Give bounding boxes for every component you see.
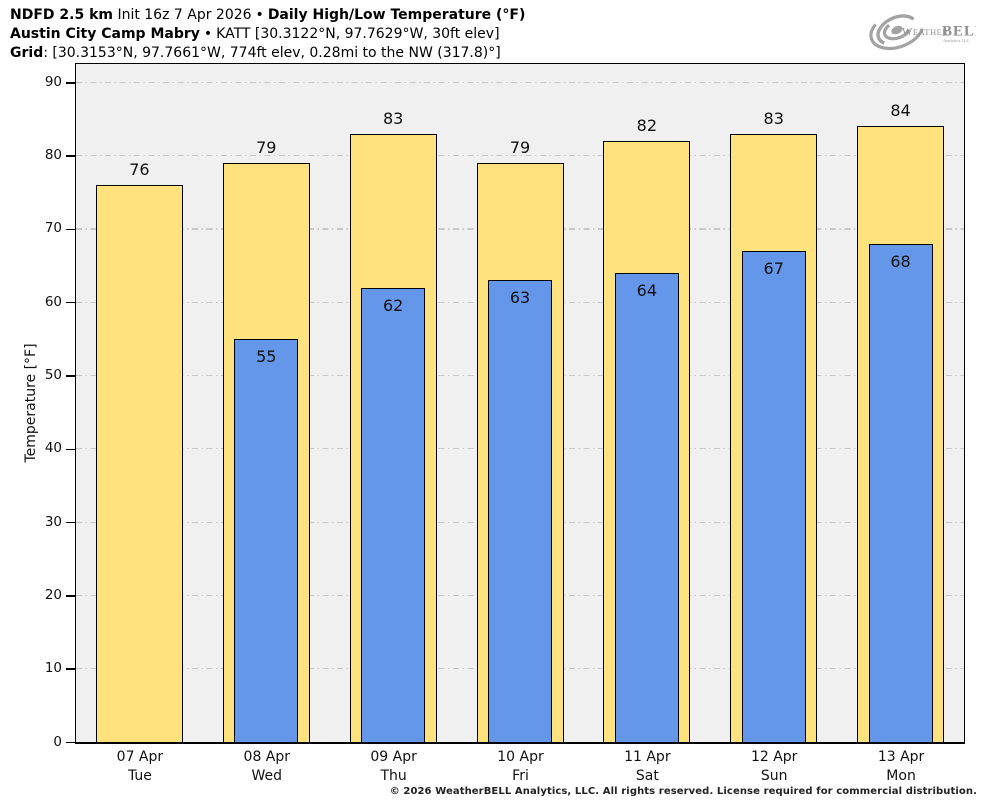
x-label-day: Thu [380, 768, 407, 784]
x-label-day: Sat [635, 768, 659, 784]
x-axis-label: 10 Apr Fri [461, 748, 581, 786]
init-time: Init 16z 7 Apr 2026 [117, 7, 252, 23]
y-tick-label-10: 10 [44, 660, 62, 677]
x-axis-label: 07 Apr Tue [80, 748, 200, 786]
hurricane-swirl-icon [869, 9, 925, 51]
low-temp-bar [614, 272, 679, 742]
y-tick-mark-0 [66, 741, 75, 744]
x-label-day: Mon [886, 768, 916, 784]
x-label-date: 10 Apr [497, 749, 544, 765]
x-axis-label: 11 Apr Sat [587, 748, 707, 786]
y-tick-mark-10 [66, 668, 75, 670]
y-tick-label-60: 60 [44, 293, 62, 310]
low-temp-bar [488, 280, 552, 742]
low-temp-bar [234, 338, 299, 742]
y-tick-mark-20 [66, 595, 75, 597]
x-axis-label: 12 Apr Sun [714, 748, 834, 786]
y-tick-label-90: 90 [44, 73, 62, 90]
gridline-90 [76, 81, 964, 83]
y-tick-label-30: 30 [44, 513, 62, 530]
x-axis-label: 08 Apr Wed [207, 748, 327, 786]
copyright-text: © 2026 WeatherBELL Analytics, LLC. All r… [389, 786, 977, 797]
y-tick-label-40: 40 [44, 440, 62, 457]
station-coordinates: KATT [30.3122°N, 97.7629°W, 30ft elev] [216, 26, 500, 42]
y-tick-mark-30 [66, 521, 75, 524]
logo-text-bell: BELL [942, 24, 976, 40]
bullet-separator: • [255, 7, 264, 23]
x-label-day: Sun [760, 768, 788, 784]
high-temp-value: 84 [890, 101, 911, 121]
low-temp-bar [361, 287, 426, 742]
x-label-date: 12 Apr [750, 749, 798, 765]
x-label-date: 09 Apr [370, 749, 417, 765]
logo-text-weather: WEATHER [902, 26, 948, 38]
header-line-grid: Grid: [30.3153°N, 97.7661°W, 774ft elev,… [10, 44, 525, 63]
header-line-model: NDFD 2.5 km Init 16z 7 Apr 2026 • Daily Hi… [10, 6, 525, 25]
low-temp-bar [868, 243, 933, 742]
high-temp-value: 76 [129, 159, 150, 179]
plot-area: 76 79 55 83 62 79 63 82 64 83 67 84 68 [75, 63, 965, 744]
y-tick-label-80: 80 [44, 147, 62, 164]
high-temp-value: 83 [763, 108, 784, 128]
x-label-date: 13 Apr [877, 749, 925, 765]
x-label-day: Tue [127, 768, 152, 784]
header-line-station: Austin City Camp Mabry • KATT [30.3122°N, … [10, 25, 525, 44]
low-temp-bar [741, 250, 806, 742]
logo-subtext: Analytics LLC [943, 38, 970, 43]
y-tick-mark-50 [66, 375, 75, 377]
y-tick-label-70: 70 [44, 220, 62, 237]
model-name: NDFD 2.5 km [10, 7, 113, 23]
y-tick-mark-90 [66, 82, 75, 84]
y-tick-mark-40 [66, 448, 75, 451]
chart-header: NDFD 2.5 km Init 16z 7 Apr 2026 • Daily Hi… [10, 6, 525, 63]
y-tick-mark-80 [66, 155, 75, 157]
x-label-date: 07 Apr [116, 749, 164, 765]
y-tick-label-20: 20 [44, 586, 62, 603]
y-tick-label-50: 50 [44, 367, 62, 383]
grid-coordinates: : [30.3153°N, 97.7661°W, 774ft elev, 0.2… [43, 45, 501, 61]
y-tick-mark-60 [66, 301, 75, 304]
bullet-separator: • [203, 26, 213, 42]
station-name: Austin City Camp Mabry [10, 26, 200, 42]
x-label-date: 08 Apr [243, 749, 291, 765]
gridline-80 [76, 155, 964, 157]
x-label-day: Wed [251, 768, 283, 784]
high-temp-bar [95, 184, 183, 742]
grid-label: Grid [10, 45, 44, 61]
x-axis-label: 09 Apr Thu [334, 748, 454, 786]
x-axis-label: 13 Apr Mon [841, 748, 961, 786]
y-tick-label-0: 0 [53, 733, 62, 750]
high-temp-value: 82 [636, 115, 658, 135]
y-tick-mark-70 [66, 228, 75, 231]
product-title: Daily High/Low Temperature (°F) [267, 7, 526, 23]
x-label-day: Fri [512, 768, 529, 784]
weatherbell-logo: WEATHER BELL Analytics LLC [869, 9, 976, 51]
high-temp-value: 83 [382, 108, 404, 128]
x-label-date: 11 Apr [624, 749, 671, 765]
